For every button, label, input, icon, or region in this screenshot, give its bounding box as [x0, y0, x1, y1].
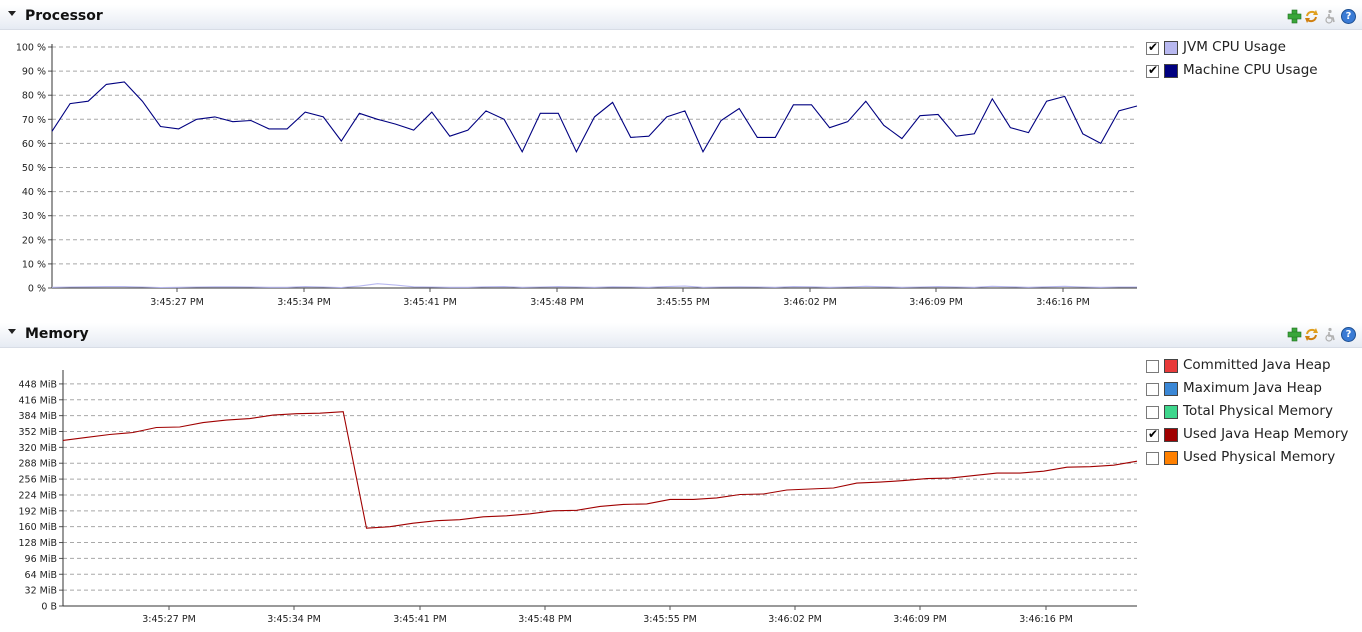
- help-glyph: ?: [1341, 9, 1356, 24]
- y-tick-label: 320 MiB: [18, 443, 57, 454]
- accessibility-icon[interactable]: [1323, 9, 1338, 24]
- legend-checkbox[interactable]: ✔: [1146, 63, 1159, 78]
- legend-label: Total Physical Memory: [1183, 403, 1333, 419]
- series-line-jvm-cpu-usage: [51, 283, 1137, 289]
- y-tick-label: 192 MiB: [18, 506, 57, 517]
- section-title: Memory: [25, 326, 89, 342]
- checkmark-icon: ✔: [1148, 63, 1159, 77]
- legend-color-swatch: [1164, 451, 1178, 465]
- y-tick-label: 90 %: [22, 67, 46, 78]
- synchronize-icon[interactable]: [1304, 327, 1319, 342]
- y-tick-label: 416 MiB: [18, 395, 57, 406]
- checkmark-icon: ✔: [1148, 40, 1159, 54]
- x-tick-label: 3:46:16 PM: [1019, 614, 1073, 625]
- collapse-twisty-icon[interactable]: [8, 11, 16, 16]
- x-tick-label: 3:45:55 PM: [643, 614, 697, 625]
- section-title: Processor: [25, 8, 103, 24]
- legend-item-maximum-java-heap[interactable]: Maximum Java Heap: [1146, 380, 1356, 398]
- y-tick-label: 96 MiB: [25, 554, 57, 565]
- legend-label: Machine CPU Usage: [1183, 62, 1318, 78]
- legend-color-swatch: [1164, 428, 1178, 442]
- legend-label: Used Physical Memory: [1183, 449, 1336, 465]
- x-tick-label: 3:46:02 PM: [768, 614, 822, 625]
- y-tick-label: 60 %: [22, 139, 46, 150]
- y-tick-label: 384 MiB: [18, 411, 57, 422]
- legend-item-machine-cpu-usage[interactable]: ✔ Machine CPU Usage: [1146, 62, 1356, 80]
- memory-section: Memory ? 448 MiB 416 MiB 384 MiB 352 MiB 320…: [0, 320, 1362, 632]
- legend-checkbox[interactable]: ✔: [1146, 427, 1159, 442]
- y-tick-label: 352 MiB: [18, 427, 57, 438]
- collapse-twisty-icon[interactable]: [8, 329, 16, 334]
- legend-checkbox[interactable]: [1146, 452, 1159, 465]
- checkmark-icon: ✔: [1148, 427, 1159, 441]
- accessibility-icon[interactable]: [1323, 327, 1338, 342]
- help-icon[interactable]: ?: [1341, 327, 1356, 342]
- help-icon[interactable]: ?: [1341, 9, 1356, 24]
- x-tick-label: 3:45:48 PM: [530, 297, 584, 308]
- y-tick-label: 40 %: [22, 187, 46, 198]
- y-tick-label: 288 MiB: [18, 459, 57, 470]
- x-tick-label: 3:46:02 PM: [783, 297, 837, 308]
- x-tick-label: 3:46:09 PM: [909, 297, 963, 308]
- memory-chart: 448 MiB 416 MiB 384 MiB 352 MiB 320 MiB 288 M…: [18, 370, 1138, 625]
- y-tick-label: 10 %: [22, 259, 46, 270]
- legend-checkbox[interactable]: [1146, 406, 1159, 419]
- synchronize-icon[interactable]: [1304, 9, 1319, 24]
- legend-item-used-java-heap-memory[interactable]: ✔ Used Java Heap Memory: [1146, 426, 1356, 444]
- x-tick-label: 3:46:16 PM: [1036, 297, 1090, 308]
- y-tick-label: 224 MiB: [18, 490, 57, 501]
- y-tick-label: 0 B: [41, 602, 57, 613]
- help-glyph: ?: [1341, 327, 1356, 342]
- add-chart-icon[interactable]: [1287, 9, 1302, 24]
- memory-section-header[interactable]: Memory ?: [0, 323, 1362, 348]
- y-tick-label: 20 %: [22, 235, 46, 246]
- x-tick-label: 3:45:34 PM: [277, 297, 331, 308]
- x-tick-label: 3:45:48 PM: [518, 614, 572, 625]
- legend-color-swatch: [1164, 64, 1178, 78]
- legend-item-total-physical-memory[interactable]: Total Physical Memory: [1146, 403, 1356, 421]
- x-tick-label: 3:45:41 PM: [393, 614, 447, 625]
- y-tick-label: 0 %: [28, 284, 46, 295]
- y-tick-label: 64 MiB: [25, 570, 57, 581]
- cpu-chart: 100 % 90 % 80 % 70 % 60 % 50 % 40 % 30 % 20 % 10 …: [16, 43, 1138, 308]
- legend-checkbox[interactable]: [1146, 383, 1159, 396]
- add-chart-icon[interactable]: [1287, 327, 1302, 342]
- x-tick-label: 3:46:09 PM: [893, 614, 947, 625]
- y-tick-label: 160 MiB: [18, 522, 57, 533]
- legend-color-swatch: [1164, 41, 1178, 55]
- y-tick-label: 100 %: [16, 43, 46, 54]
- legend-checkbox[interactable]: ✔: [1146, 40, 1159, 55]
- legend-color-swatch: [1164, 405, 1178, 419]
- legend-label: Used Java Heap Memory: [1183, 426, 1349, 442]
- y-tick-label: 32 MiB: [25, 586, 57, 597]
- legend-item-committed-java-heap[interactable]: Committed Java Heap: [1146, 357, 1356, 375]
- x-tick-label: 3:45:41 PM: [403, 297, 457, 308]
- legend-label: Maximum Java Heap: [1183, 380, 1322, 396]
- y-tick-label: 80 %: [22, 91, 46, 102]
- processor-section-header[interactable]: Processor ?: [0, 5, 1362, 30]
- x-tick-label: 3:45:55 PM: [656, 297, 710, 308]
- legend-label: Committed Java Heap: [1183, 357, 1331, 373]
- legend-label: JVM CPU Usage: [1183, 39, 1286, 55]
- legend-checkbox[interactable]: [1146, 360, 1159, 373]
- y-tick-label: 30 %: [22, 211, 46, 222]
- series-line-machine-cpu-usage: [51, 81, 1138, 154]
- x-tick-label: 3:45:27 PM: [150, 297, 204, 308]
- y-tick-label: 70 %: [22, 115, 46, 126]
- y-tick-label: 50 %: [22, 163, 46, 174]
- y-tick-label: 256 MiB: [18, 475, 57, 486]
- legend-item-jvm-cpu-usage[interactable]: ✔ JVM CPU Usage: [1146, 39, 1356, 57]
- y-tick-label: 448 MiB: [18, 379, 57, 390]
- x-tick-label: 3:45:34 PM: [267, 614, 321, 625]
- legend-item-used-physical-memory[interactable]: Used Physical Memory: [1146, 449, 1356, 467]
- legend-color-swatch: [1164, 382, 1178, 396]
- x-tick-label: 3:45:27 PM: [142, 614, 196, 625]
- legend-color-swatch: [1164, 359, 1178, 373]
- y-tick-label: 128 MiB: [18, 538, 57, 549]
- processor-section: Processor ? 100 % 90 % 80 % 70 % 60 % 50 % 40 …: [0, 5, 1362, 308]
